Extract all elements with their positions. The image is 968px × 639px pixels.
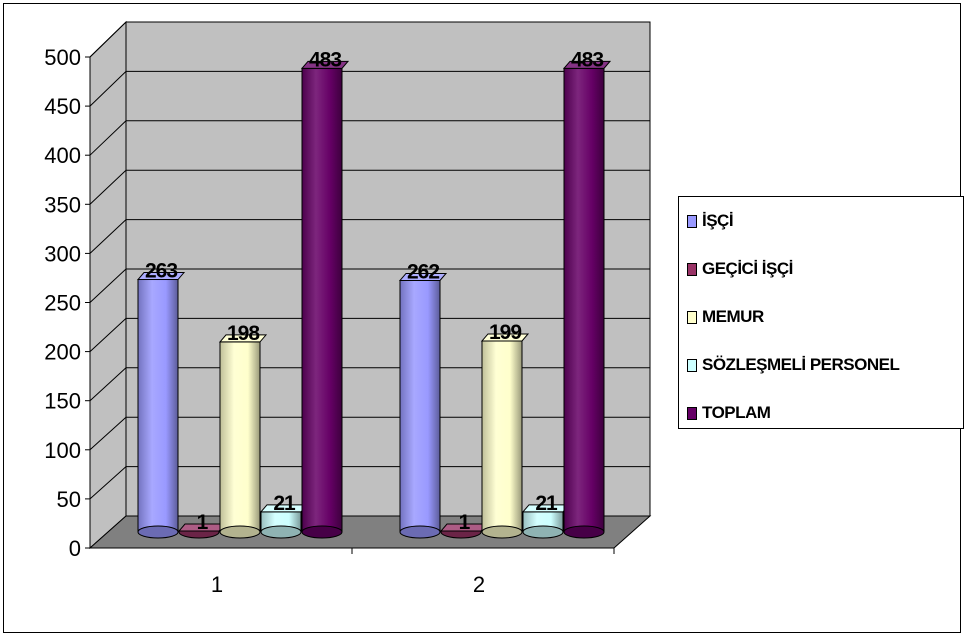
legend-label: İŞÇİ (702, 211, 734, 230)
y-tick-label: 100 (44, 438, 81, 463)
bar-base (563, 525, 605, 539)
bar-top (300, 60, 350, 69)
gridline (89, 416, 650, 451)
bar-TOPLAM-1 (301, 67, 343, 533)
legend-swatch (687, 262, 697, 276)
y-tick-label: 400 (44, 143, 81, 168)
gridline (89, 70, 650, 107)
y-tick-label: 350 (44, 192, 81, 217)
x-tick-label: 2 (473, 572, 485, 597)
y-tick-label: 150 (44, 389, 81, 414)
legend-swatch (687, 214, 697, 228)
gridline (89, 169, 650, 205)
legend-item: TOPLAM (687, 401, 771, 425)
data-label: 483 (571, 48, 603, 71)
bar-top (562, 60, 612, 69)
bar-base (301, 525, 343, 539)
legend: İŞÇİ GEÇİCİ İŞÇİ MEMUR SÖZLEŞMELİ PERSONEL T… (678, 196, 964, 429)
gridline (89, 120, 650, 156)
legend-label: GEÇİCİ İŞÇİ (702, 259, 793, 278)
legend-label: SÖZLEŞMELİ PERSONEL (702, 355, 900, 374)
gridline (89, 219, 650, 254)
bar-İŞÇİ-1 (137, 279, 179, 533)
bar-base (399, 525, 441, 539)
data-label: 21 (273, 492, 296, 515)
bar-base (137, 525, 179, 539)
legend-label: MEMUR (702, 307, 764, 326)
data-label: 263 (145, 260, 177, 283)
legend-item: SÖZLEŞMELİ PERSONEL (687, 353, 900, 377)
gridline (89, 268, 650, 303)
gridline (89, 466, 650, 500)
bar-top (480, 333, 530, 342)
legend-item: MEMUR (687, 305, 764, 329)
y-tick-label: 200 (44, 340, 81, 365)
data-label: 199 (489, 321, 521, 344)
bar-İŞÇİ-2 (399, 279, 441, 533)
data-label: 483 (309, 48, 341, 71)
legend-item: GEÇİCİ İŞÇİ (687, 257, 793, 281)
bar-MEMUR-1 (219, 341, 261, 533)
data-label: 1 (459, 511, 471, 534)
data-label: 1 (197, 511, 209, 534)
gridline (89, 367, 650, 402)
bar-base (522, 525, 564, 539)
gridline (89, 21, 650, 58)
gridline (89, 317, 650, 352)
bar-base (481, 525, 523, 539)
bar-top (136, 272, 186, 281)
bar-TOPLAM-2 (563, 67, 605, 533)
bar-base (219, 525, 261, 539)
bar-base (260, 525, 302, 539)
y-tick-label: 0 (69, 536, 81, 561)
data-label: 21 (535, 492, 558, 515)
legend-item: İŞÇİ (687, 209, 734, 233)
y-tick-label: 450 (44, 94, 81, 119)
bar-MEMUR-2 (481, 340, 523, 533)
legend-swatch (687, 406, 697, 420)
data-label: 262 (407, 260, 439, 283)
y-tick-label: 300 (44, 241, 81, 266)
legend-label: TOPLAM (702, 403, 771, 422)
x-tick-label: 1 (211, 572, 223, 597)
y-tick-label: 500 (44, 45, 81, 70)
y-tick-label: 50 (57, 487, 81, 512)
y-tick-label: 250 (44, 291, 81, 316)
bar-top (218, 334, 268, 343)
data-label: 198 (227, 322, 260, 345)
legend-swatch (687, 358, 697, 372)
bar-top (398, 272, 448, 281)
legend-swatch (687, 310, 697, 324)
